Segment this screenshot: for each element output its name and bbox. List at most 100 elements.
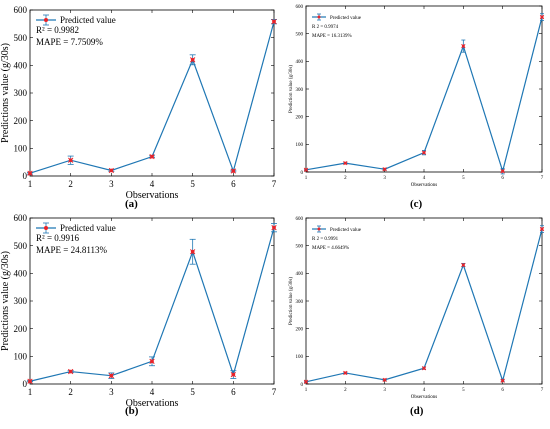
legend-entry: Predicted value [60,15,116,25]
annotation-r2: R 2 = 0.9991 [312,237,339,242]
legend-marker [317,15,321,19]
data-point [343,371,347,375]
x-tick-label: 4 [423,176,426,181]
x-axis-label: Observations [126,398,179,409]
y-tick-label: 200 [296,327,304,332]
x-tick-label: 7 [272,179,277,189]
series-line [305,16,543,174]
panel-label-b: (b) [125,405,139,417]
x-tick-label: 5 [462,388,465,393]
x-axis-label: Observations [411,183,437,188]
x-tick-label: 6 [501,176,504,181]
x-tick-label: 1 [28,179,33,189]
x-tick-label: 7 [541,388,544,393]
y-tick-label: 300 [14,88,28,98]
y-tick-label: 500 [14,241,28,251]
data-point [304,168,308,172]
x-tick-label: 2 [344,388,347,393]
plot-frame [305,5,543,173]
data-point [28,379,32,384]
x-tick-label: 6 [231,179,236,189]
x-tick-label: 2 [68,387,73,397]
data-point [68,158,73,163]
legend-marker [317,227,321,231]
y-tick-label: 100 [296,143,304,148]
chart-4: 0 100 200 300 400 500 600 1 2 3 4 5 6 7 Observations Pr… [289,217,545,400]
y-tick-label: 0 [23,379,28,389]
x-axis-label: Observations [126,190,179,201]
annotation-mape: MAPE = 7.7509% [36,37,103,47]
y-tick-label: 200 [14,324,28,334]
y-tick-label: 400 [296,272,304,277]
data-point [109,373,114,378]
legend-entry: Predicted value [60,223,116,233]
data-point [68,369,73,374]
data-point [540,227,544,231]
data-point [501,169,505,173]
y-tick-label: 400 [14,60,28,70]
x-tick-label: 4 [150,179,155,189]
x-tick-label: 5 [190,387,195,397]
y-axis-label: Predictions value (g/30s) [0,251,11,351]
data-point [231,169,236,173]
annotation-mape: MAPE = 24.8113% [36,245,107,255]
x-tick-label: 5 [190,179,195,189]
series-line [305,228,543,383]
y-tick-label: 600 [296,217,304,222]
x-tick-label: 7 [272,387,277,397]
data-point [190,249,195,254]
y-tick-label: 500 [296,244,304,249]
panel-label-a: (a) [125,198,138,210]
data-point [272,225,276,230]
x-tick-label: 4 [150,387,155,397]
y-tick-label: 0 [301,383,304,388]
data-point [272,19,276,24]
plot-frame [305,217,543,385]
data-point [461,44,465,48]
legend-marker [44,18,48,22]
annotation-r2: R 2 = 0.9974 [312,25,339,30]
data-point [28,171,32,176]
y-tick-label: 200 [14,116,28,126]
data-point [150,154,154,159]
y-tick-label: 400 [296,60,304,65]
data-point [343,161,347,165]
x-tick-label: 7 [541,176,544,181]
data-point [190,57,195,62]
chart-2: 0 100 200 300 400 500 600 1 2 3 4 5 6 7 Observations Pr… [0,213,277,409]
x-tick-label: 1 [305,388,308,393]
y-tick-label: 500 [296,32,304,37]
y-tick-label: 600 [14,213,28,223]
data-point [150,359,154,364]
chart-1: 0 100 200 300 400 500 600 1 2 3 4 5 6 7 Observations Pr… [0,5,277,201]
y-tick-label: 100 [14,351,28,361]
x-tick-label: 5 [462,176,465,181]
x-tick-label: 1 [28,387,33,397]
x-tick-label: 2 [344,176,347,181]
y-tick-label: 100 [296,355,304,360]
data-point [540,15,544,19]
chart-3: 0 100 200 300 400 500 600 1 2 3 4 5 6 7 Observations Pr… [289,5,545,188]
panel-label-c: (c) [410,198,423,210]
y-tick-label: 600 [14,5,28,15]
y-axis-label: Predictions value (g/30s) [0,43,11,143]
y-tick-label: 600 [296,5,304,10]
x-tick-label: 4 [423,388,426,393]
data-point [304,380,308,384]
annotation-r2: R² = 0.9982 [36,25,79,35]
data-point [383,378,387,382]
y-tick-label: 300 [296,88,304,93]
panel-label-d: (d) [410,405,424,417]
legend-marker [44,226,48,230]
annotation-mape: MAPE = 4.6649% [312,246,349,251]
data-point [231,372,236,377]
x-tick-label: 3 [109,387,114,397]
x-axis-label: Observations [411,395,437,400]
y-axis-label: Prediction value (g/30s) [289,277,294,325]
data-point [501,379,505,383]
data-point [109,168,114,173]
y-tick-label: 300 [296,300,304,305]
x-tick-label: 6 [501,388,504,393]
